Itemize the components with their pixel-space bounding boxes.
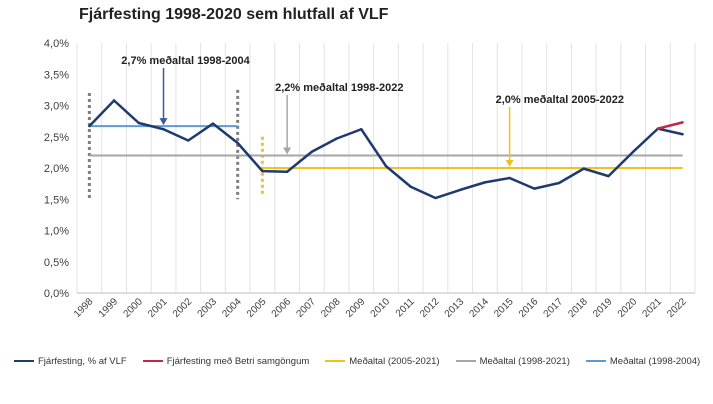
y-tick-label: 1,0% [44,226,69,238]
y-tick-label: 0,0% [44,288,69,300]
x-tick-label: 2004 [220,296,244,320]
x-tick-label: 2000 [121,296,145,320]
x-tick-label: 2006 [270,296,294,320]
legend-swatch [455,360,476,362]
data-point [137,121,140,125]
data-point [656,127,660,130]
x-tick-label: 1998 [72,296,96,320]
data-point [483,181,487,184]
x-tick-label: 2015 [492,296,516,320]
data-point [112,99,116,102]
x-tick-label: 2009 [344,296,368,320]
x-tick-label: 2016 [517,296,541,320]
y-tick-label: 2,0% [44,163,69,175]
legend-item: Meðaltal (1998-2021) [455,355,570,367]
axes: 0,0% 0,5% 1,0% 1,5% 2,0% 2,5% 3,0% 3,5% 4,0% 1998… [44,38,695,320]
legend-label: Fjárfesting með Betri samgöngum [166,355,310,367]
data-point [236,141,239,145]
x-tick-label: 2013 [443,296,467,320]
data-point [458,188,462,192]
data-point [162,128,165,131]
reference-lines [87,89,683,200]
data-point [409,185,412,188]
data-point [557,181,561,185]
x-tick-label: 2021 [641,296,665,320]
x-tick-label: 2001 [146,296,170,320]
x-tick-label: 2022 [665,296,689,320]
y-tick-label: 1,5% [44,194,69,206]
series-line [88,99,683,200]
x-tick-label: 2018 [566,296,590,320]
legend-label: Meðaltal (1998-2021) [479,355,570,367]
legend: Fjárfesting, % af VLF Fjárfesting með Bet… [14,352,704,370]
x-tick-label: 2014 [467,296,491,320]
legend-item: Meðaltal (1998-2004) [585,355,701,367]
x-tick-label: 2008 [319,296,343,320]
data-point [533,187,536,190]
x-tick-label: 2017 [542,296,566,320]
x-tick-label: 2007 [294,296,318,320]
data-point [211,122,215,125]
annotation-label: 2,7% meðaltal 1998-2004 [121,55,250,67]
data-point [261,169,264,173]
data-point [632,150,635,153]
x-tick-label: 1999 [97,296,121,320]
x-tick-label: 2011 [394,296,417,319]
annotation-label: 2,0% meðaltal 2005-2022 [496,94,624,106]
annotation-arrow-head [159,118,168,126]
chart-title: Fjárfesting 1998-2020 sem hlutfall af VL… [79,6,389,23]
data-point [187,139,190,142]
x-tick-label: 2010 [369,296,393,320]
data-point [681,133,684,136]
annotation-arrow-head [283,147,292,155]
data-point [582,167,585,170]
data-point [285,170,289,173]
y-tick-label: 3,0% [44,101,69,113]
data-point [681,121,684,124]
data-point [607,174,610,178]
annotations: 2,7% meðaltal 1998-2004 2,2% meðaltal 199… [121,55,624,167]
data-point [88,124,91,128]
legend-swatch [142,360,163,362]
annotation-label: 2,2% meðaltal 1998-2022 [275,82,403,94]
series-line [657,121,683,130]
data-point [335,137,338,140]
legend-item: Meðaltal (2005-2021) [325,355,440,367]
data-point [384,164,388,168]
legend-label: Meðaltal (2005-2021) [349,355,440,367]
legend-swatch [14,360,34,362]
data-point [360,128,363,131]
legend-label: Meðaltal (1998-2004) [609,355,701,367]
annotation-arrow-head [505,160,514,167]
legend-item: Fjárfesting með Betri samgöngum [142,355,310,367]
x-tick-label: 2020 [616,296,640,320]
x-tick-label: 2003 [196,296,220,320]
data-point [310,150,314,153]
data-point [434,196,437,200]
data-series [88,99,684,200]
y-tick-label: 3,5% [44,69,69,81]
x-tick-label: 2005 [245,296,269,320]
legend-swatch [325,360,346,362]
x-tick-label: 2002 [171,296,195,320]
data-point [508,176,511,180]
legend-label: Fjárfesting, % af VLF [38,355,127,367]
y-tick-label: 4,0% [44,38,69,50]
legend-item: Fjárfesting, % af VLF [14,356,127,367]
legend-swatch [585,360,606,362]
x-tick-label: 2012 [418,296,442,320]
x-tick-label: 2019 [591,296,615,320]
y-tick-label: 2,5% [44,132,69,144]
y-tick-label: 0,5% [44,257,69,269]
